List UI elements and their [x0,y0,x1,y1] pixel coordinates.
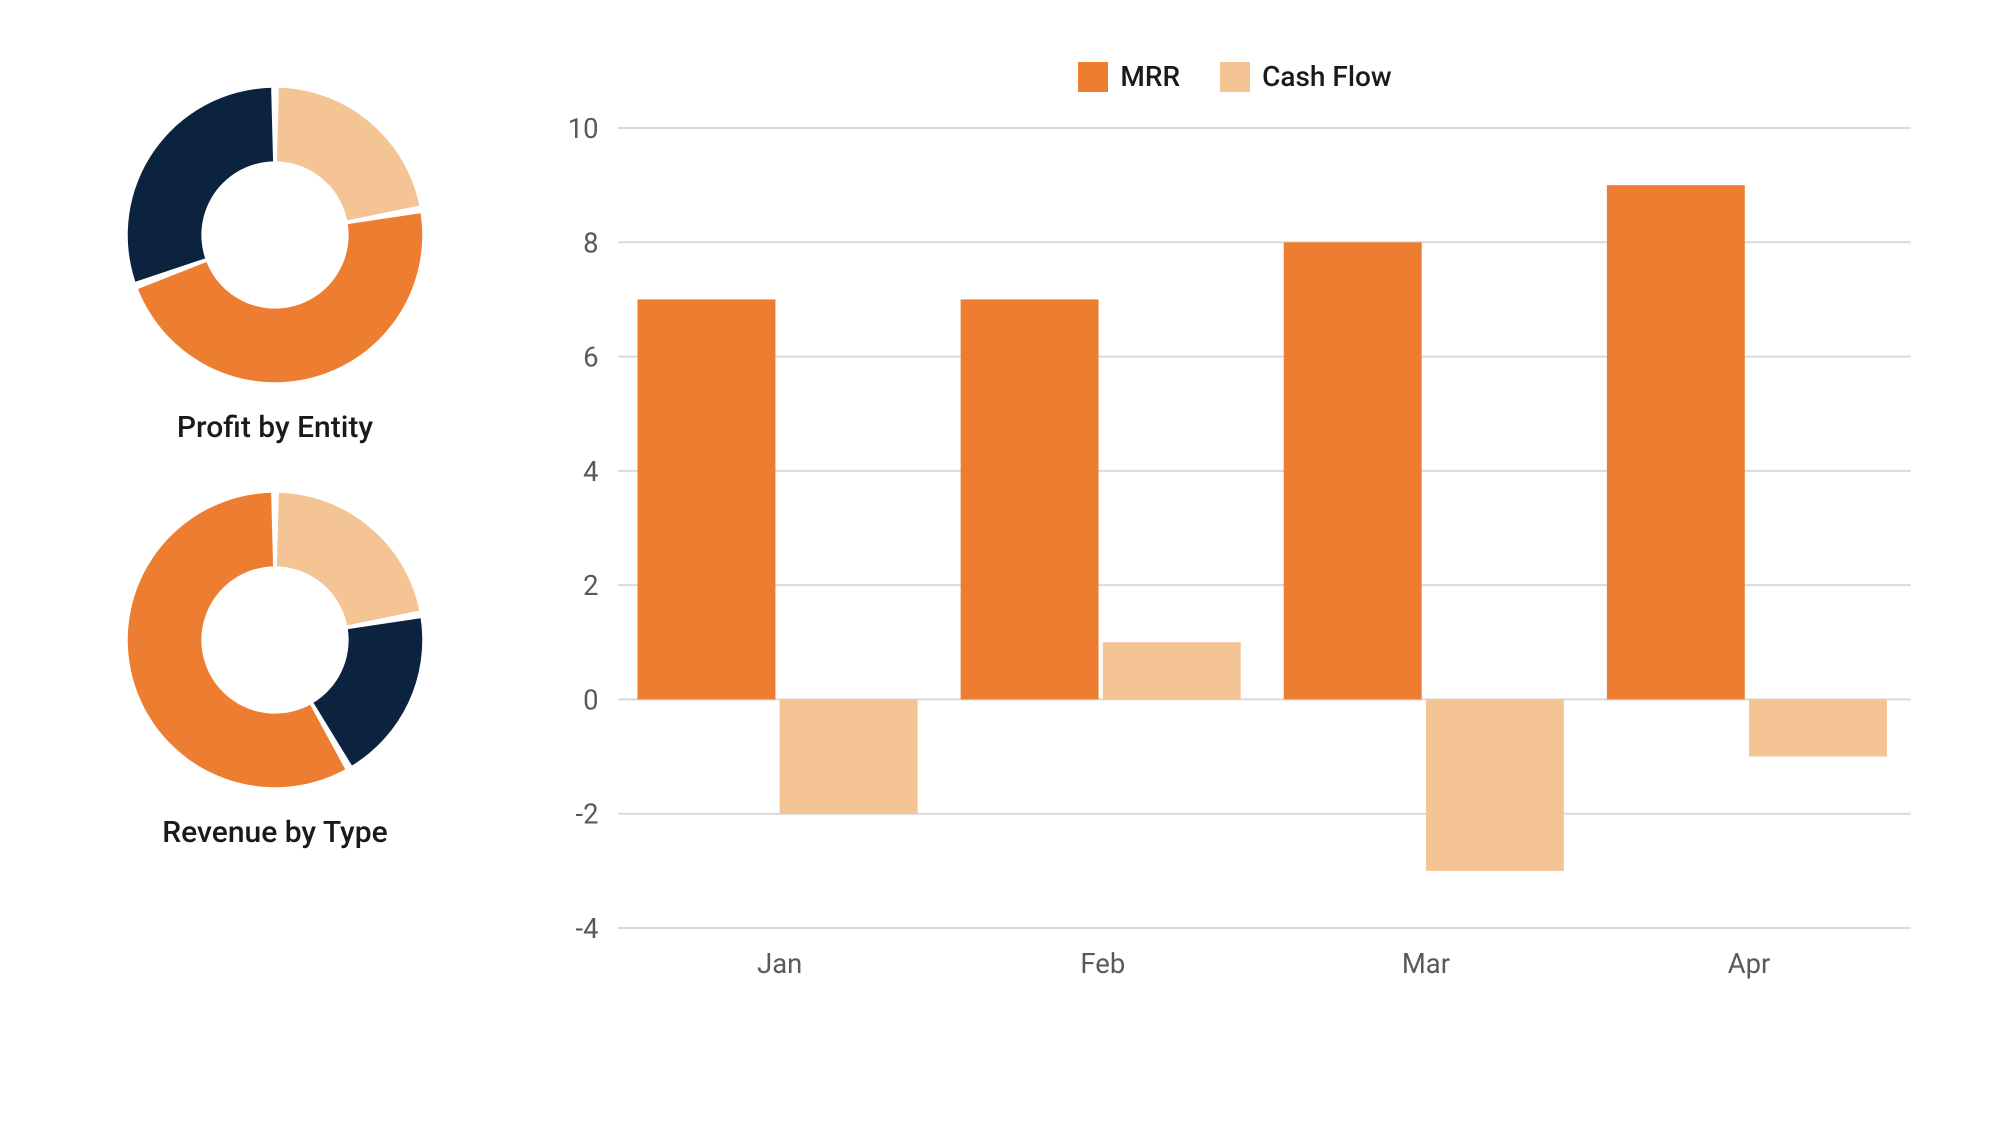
bar-chart-legend: MRR Cash Flow [530,60,1940,93]
x-tick-label: Mar [1402,947,1450,980]
y-tick-label: 10 [568,118,599,145]
legend-label-mrr: MRR [1120,60,1180,93]
y-tick-label: 0 [583,683,598,716]
x-tick-label: Apr [1728,947,1771,980]
bar-chart: -4 -2 0 2 4 6 8 10 Jan Feb Mar Apr [530,118,1940,998]
legend-swatch-mrr [1078,62,1108,92]
bar [780,699,918,813]
bar [961,299,1099,699]
y-tick-label: 2 [583,569,598,602]
legend-swatch-cashflow [1220,62,1250,92]
donut-revenue-by-type: Revenue by Type [120,485,430,850]
y-tick-label: -4 [576,912,599,945]
legend-item-mrr: MRR [1078,60,1180,93]
donut-slice [277,88,419,221]
legend-item-cashflow: Cash Flow [1220,60,1392,93]
donut-slice [277,493,419,626]
bar [1749,699,1887,756]
x-tick-label: Jan [757,947,802,980]
bar [1426,699,1564,870]
legend-label-cashflow: Cash Flow [1262,60,1392,93]
bar [1607,185,1745,699]
donut-chart-revenue [120,485,430,795]
donut-label-profit: Profit by Entity [177,410,373,445]
donut-column: Profit by Entity Revenue by Type [60,60,490,1065]
y-tick-label: 8 [583,226,598,259]
donut-chart-profit [120,80,430,390]
y-tick-label: -2 [576,797,599,830]
bar [1103,642,1241,699]
bar-chart-column: MRR Cash Flow -4 -2 0 2 4 6 8 10 Jan Feb Mar Apr [490,60,1940,1065]
donut-label-revenue: Revenue by Type [162,815,387,850]
y-tick-label: 6 [583,340,598,373]
y-tick-label: 4 [583,455,598,488]
dashboard-container: Profit by Entity Revenue by Type MRR Cas… [0,0,2000,1125]
donut-slice [128,88,273,282]
x-tick-label: Feb [1080,947,1125,980]
donut-profit-by-entity: Profit by Entity [120,80,430,445]
bar [638,299,776,699]
bar [1284,242,1422,699]
